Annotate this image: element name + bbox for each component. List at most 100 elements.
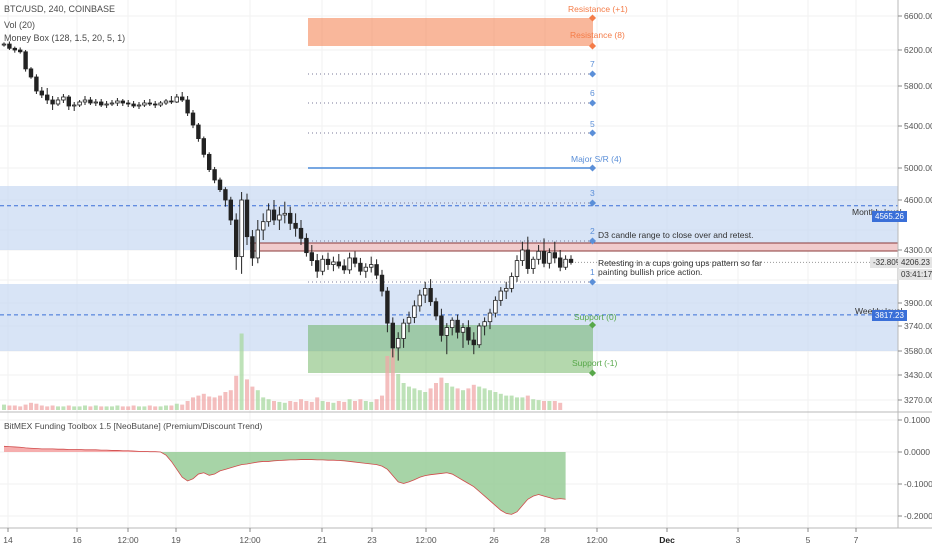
major-sr-label: Major S/R (4) [571, 154, 622, 164]
volume-bar [488, 390, 492, 410]
price-tick-label: 3430.00 [904, 370, 932, 380]
candle-body [61, 96, 66, 101]
price-tick-label: 3580.00 [904, 346, 932, 356]
candle-body [206, 153, 212, 171]
volume-bar [277, 401, 282, 410]
support-minus1-label: Support (-1) [572, 358, 618, 368]
volume-bar [93, 405, 98, 410]
candle-body [12, 47, 17, 51]
candle-body [336, 261, 341, 267]
candle-body [93, 101, 98, 104]
volume-bar [282, 402, 287, 410]
volume-bar [228, 390, 233, 410]
volume-bar [461, 390, 465, 410]
volume-bar [552, 401, 557, 410]
candle-body [541, 250, 547, 264]
level-marker [588, 237, 597, 245]
indicator-axis[interactable]: 0.1000 0.0000 -0.1000 -0.2000 [898, 415, 932, 521]
volume-bar [542, 401, 546, 410]
volume-bar [434, 383, 438, 410]
candle-body [77, 101, 82, 106]
volume-bar [218, 395, 222, 410]
volume-bar [525, 395, 530, 410]
volume-bar [137, 406, 141, 410]
candle-body [563, 258, 568, 268]
candle-body [395, 338, 401, 349]
candle-body [277, 214, 282, 221]
candle-body [514, 260, 520, 277]
volume-bar [363, 401, 368, 410]
volume-legend[interactable]: Vol (20) [4, 20, 36, 30]
retest-note-line1: Retesting in a cups going ups pattern so… [598, 258, 762, 268]
volume-bar [331, 402, 336, 410]
volume-bar [466, 388, 471, 410]
time-tick-label: 12:00 [117, 535, 139, 545]
volume-bar [520, 397, 525, 410]
volume-bar [245, 379, 249, 410]
candle-body [293, 222, 298, 229]
time-axis[interactable]: 14 16 12:00 19 12:00 21 23 12:00 26 28 12:00 Dec 3 5 7 [3, 528, 859, 545]
resistance-8-label: Resistance (8) [570, 30, 625, 40]
candle-body [401, 322, 406, 339]
moneybox-legend[interactable]: Money Box (128, 1.5, 20, 5, 1) [4, 33, 126, 43]
volume-bar [196, 395, 201, 410]
candle-body [17, 49, 23, 53]
candle-body [34, 76, 39, 92]
zones [0, 18, 898, 373]
level-marker [588, 164, 597, 172]
candle-body [439, 315, 444, 336]
candle-body [271, 209, 277, 221]
volume-bar [185, 401, 190, 410]
volume-bar [358, 399, 363, 410]
candles[interactable] [1, 41, 574, 361]
volume-bar [110, 406, 114, 410]
candle-body [185, 99, 190, 114]
volume-bar [272, 401, 276, 410]
volume-bar [493, 392, 498, 410]
candle-body [509, 276, 514, 289]
volume-bar [12, 405, 17, 410]
price-tick-label: 5000.00 [904, 163, 932, 173]
volume-bar [450, 386, 455, 410]
time-tick-label: 12:00 [239, 535, 261, 545]
candle-body [126, 102, 131, 105]
volume-bar [390, 348, 395, 410]
candle-body [50, 99, 55, 105]
candle-body [347, 257, 352, 271]
d3-candle-note: D3 candle range to close over and retest… [598, 230, 754, 240]
candle-body [368, 264, 374, 268]
candle-body [304, 237, 309, 254]
volume-bar [304, 401, 309, 410]
volume-bar [482, 388, 487, 410]
candle-body [482, 321, 487, 327]
candle-body [525, 249, 530, 269]
candle-body [314, 260, 320, 272]
candle-body [88, 99, 93, 104]
candle-body [331, 261, 336, 265]
candle-body [260, 221, 266, 231]
candle-body [250, 236, 255, 259]
volume-bar [347, 399, 352, 410]
volume-bar [401, 383, 406, 410]
volume-bar [239, 333, 244, 410]
candle-body [109, 102, 115, 105]
candle-body [7, 43, 12, 49]
volume-bar [547, 401, 552, 410]
volume-bar [7, 405, 12, 410]
candle-body [536, 250, 541, 260]
candle-body [147, 102, 152, 105]
candle-body [379, 274, 385, 292]
price-axis[interactable]: 6600.00 6200.00 5800.00 5400.00 5000.00 4600.… [898, 11, 932, 405]
support-zone [308, 325, 593, 373]
volume-bar [23, 404, 28, 410]
candle-body [406, 316, 412, 324]
level-marker [588, 129, 597, 137]
candle-body [233, 219, 239, 258]
volume-bar [288, 401, 293, 410]
funding-discount-area [4, 452, 566, 515]
indicator-legend[interactable]: BitMEX Funding Toolbox 1.5 [NeoButane] (… [4, 421, 263, 431]
volume-bar [299, 399, 303, 410]
symbol-legend[interactable]: BTC/USD, 240, COINBASE [4, 4, 116, 14]
price-tick-label: 3900.00 [904, 298, 932, 308]
